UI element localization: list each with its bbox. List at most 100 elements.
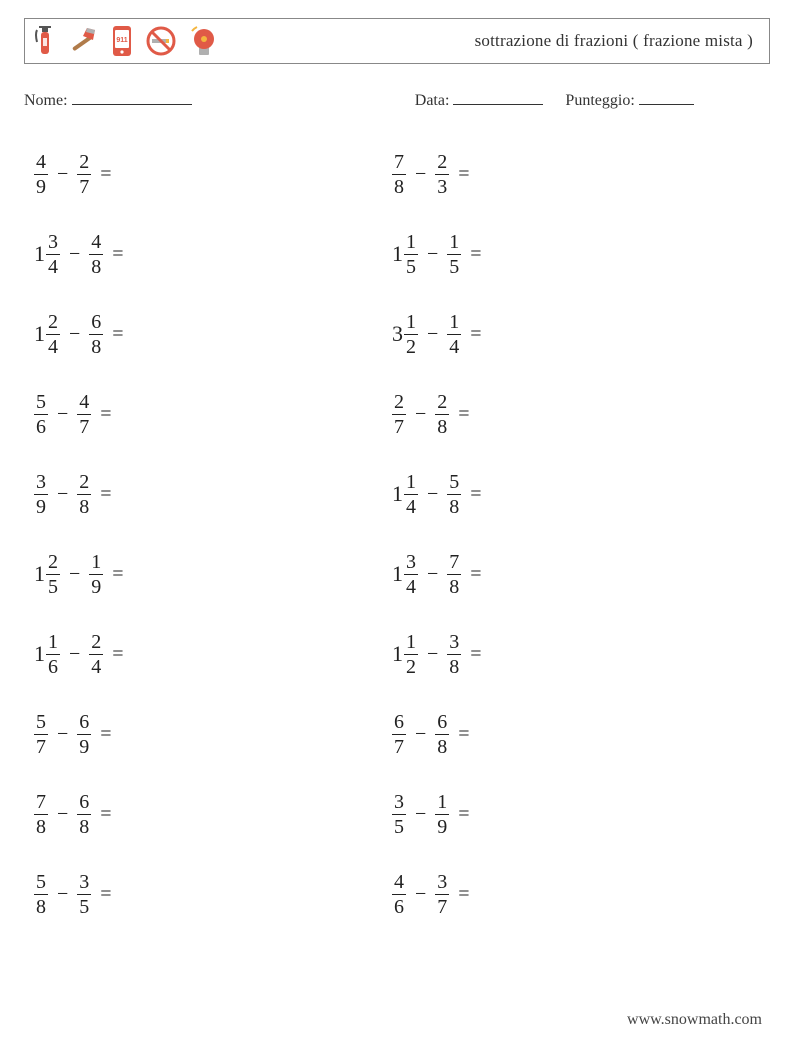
fraction: 69 xyxy=(77,712,91,757)
minus-operator: − xyxy=(60,243,89,266)
fraction: 78 xyxy=(447,552,461,597)
whole-part: 1 xyxy=(392,241,404,267)
mixed-fraction: 47 xyxy=(77,392,91,437)
fraction: 19 xyxy=(435,792,449,837)
denominator: 7 xyxy=(435,897,449,917)
fraction: 15 xyxy=(447,232,461,277)
fraction: 24 xyxy=(89,632,103,677)
mixed-fraction: 312 xyxy=(392,312,418,357)
header-icons: 911 xyxy=(33,24,219,58)
minus-operator: − xyxy=(60,563,89,586)
axe-icon xyxy=(69,26,99,56)
fraction: 58 xyxy=(447,472,461,517)
whole-part: 1 xyxy=(392,641,404,667)
denominator: 8 xyxy=(447,657,461,677)
fraction: 67 xyxy=(392,712,406,757)
numerator: 2 xyxy=(435,152,449,172)
problem: 112−38= xyxy=(392,614,710,694)
fraction-bar xyxy=(435,814,449,815)
fraction-bar xyxy=(77,414,91,415)
fraction-bar xyxy=(89,574,103,575)
numerator: 6 xyxy=(435,712,449,732)
mixed-fraction: 112 xyxy=(392,632,418,677)
problem: 125−19= xyxy=(34,534,352,614)
fraction: 35 xyxy=(392,792,406,837)
score-blank xyxy=(639,90,694,105)
numerator: 5 xyxy=(34,392,48,412)
numerator: 2 xyxy=(89,632,103,652)
equals-sign: = xyxy=(449,403,469,426)
denominator: 9 xyxy=(77,737,91,757)
fraction-bar xyxy=(34,174,48,175)
numerator: 1 xyxy=(404,472,418,492)
mixed-fraction: 28 xyxy=(435,392,449,437)
equals-sign: = xyxy=(461,563,481,586)
problem: 114−58= xyxy=(392,454,710,534)
fraction-bar xyxy=(34,894,48,895)
score-label: Punteggio: xyxy=(565,92,634,109)
fraction: 57 xyxy=(34,712,48,757)
equals-sign: = xyxy=(449,723,469,746)
denominator: 8 xyxy=(77,497,91,517)
denominator: 8 xyxy=(89,257,103,277)
whole-part: 3 xyxy=(392,321,404,347)
fraction: 23 xyxy=(435,152,449,197)
fraction-bar xyxy=(404,494,418,495)
numerator: 5 xyxy=(34,712,48,732)
fraction: 58 xyxy=(34,872,48,917)
numerator: 4 xyxy=(392,872,406,892)
numerator: 3 xyxy=(34,472,48,492)
denominator: 9 xyxy=(89,577,103,597)
fraction-bar xyxy=(447,574,461,575)
name-blank xyxy=(72,90,192,105)
denominator: 4 xyxy=(404,577,418,597)
fraction: 28 xyxy=(77,472,91,517)
whole-part: 1 xyxy=(34,321,46,347)
equals-sign: = xyxy=(461,243,481,266)
mixed-fraction: 27 xyxy=(77,152,91,197)
mixed-fraction: 116 xyxy=(34,632,60,677)
denominator: 8 xyxy=(89,337,103,357)
denominator: 4 xyxy=(46,337,60,357)
problem: 116−24= xyxy=(34,614,352,694)
equals-sign: = xyxy=(449,163,469,186)
mixed-fraction: 115 xyxy=(392,232,418,277)
worksheet-page: 911 sottrazi xyxy=(0,0,794,934)
numerator: 6 xyxy=(77,792,91,812)
fraction: 28 xyxy=(435,392,449,437)
fraction: 38 xyxy=(447,632,461,677)
problem: 312−14= xyxy=(392,294,710,374)
denominator: 4 xyxy=(46,257,60,277)
numerator: 1 xyxy=(89,552,103,572)
fire-extinguisher-icon xyxy=(33,24,57,58)
mixed-fraction: 78 xyxy=(447,552,461,597)
meta-score: Punteggio: xyxy=(565,90,693,110)
fraction-bar xyxy=(46,254,60,255)
mixed-fraction: 134 xyxy=(392,552,418,597)
fraction-bar xyxy=(435,414,449,415)
fraction: 12 xyxy=(404,312,418,357)
fraction-bar xyxy=(77,814,91,815)
denominator: 5 xyxy=(77,897,91,917)
minus-operator: − xyxy=(406,723,435,746)
fraction-bar xyxy=(435,894,449,895)
minus-operator: − xyxy=(48,483,77,506)
numerator: 1 xyxy=(404,232,418,252)
numerator: 2 xyxy=(77,152,91,172)
alarm-bell-icon xyxy=(189,25,219,57)
fraction: 14 xyxy=(404,472,418,517)
problem: 49−27= xyxy=(34,134,352,214)
denominator: 3 xyxy=(435,177,449,197)
problem: 134−48= xyxy=(34,214,352,294)
footer-url: www.snowmath.com xyxy=(627,1011,762,1029)
fraction-bar xyxy=(447,494,461,495)
fraction-bar xyxy=(392,734,406,735)
meta-date: Data: xyxy=(415,90,544,110)
fraction-bar xyxy=(77,734,91,735)
fraction: 34 xyxy=(46,232,60,277)
problem: 27−28= xyxy=(392,374,710,454)
problem: 57−69= xyxy=(34,694,352,774)
equals-sign: = xyxy=(91,483,111,506)
fraction-bar xyxy=(435,734,449,735)
denominator: 8 xyxy=(435,417,449,437)
